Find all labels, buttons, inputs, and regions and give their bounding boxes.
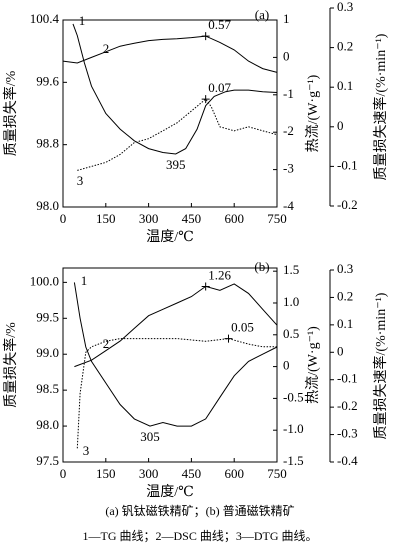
y2-tick-label: -0.5 [283,389,304,404]
peak-marker [224,334,233,343]
x-axis-label: 温度/℃ [146,484,194,500]
y-tick-label: 98.0 [36,198,59,213]
series-line [76,338,277,449]
y-axis-label: 质量损失率/% [2,322,19,408]
x-tick-label: 450 [182,211,202,226]
x-tick-label: 300 [139,211,159,226]
plot-frame [62,267,278,463]
series-label: 1 [79,13,86,28]
x-axis-label: 温度/℃ [146,229,194,245]
y2-tick-label: -1.5 [283,453,304,468]
annotation: 0.57 [208,17,231,32]
y2-tick-label: -3 [283,161,294,176]
series-line [74,283,278,368]
y3-tick-label: -0.1 [337,157,358,172]
series-label: 1 [81,273,88,288]
annotation: 0.07 [208,80,231,95]
x-tick-label: 750 [267,466,287,481]
series-line [72,23,278,155]
x-tick-label: 750 [267,211,287,226]
x-tick-label: 300 [139,466,159,481]
series-line [62,35,278,73]
y2-tick-label: 1 [283,11,290,26]
peak-marker [201,95,210,104]
y3-tick-label: 0.1 [337,78,353,93]
series-label: 2 [103,336,110,351]
y-axis-label: 质量损失率/% [2,70,19,156]
y3-tick-label: 0.3 [337,261,353,276]
plot-frame [62,19,278,208]
x-tick-label: 600 [224,211,244,226]
series-label: 2 [103,41,110,56]
y3-tick-label: -0.4 [337,453,358,468]
y-tick-label: 99.5 [36,309,59,324]
series-label: 3 [83,443,90,458]
y-tick-label: 99.0 [36,345,59,360]
peak-marker [201,282,210,291]
annotation: 305 [140,429,160,444]
series-line [77,98,278,171]
caption: 1—TG 曲线；2—DSC 曲线；3—DTG 曲线。 [82,529,317,543]
y-tick-label: 100.0 [30,273,59,288]
y3-tick-label: 0 [337,118,344,133]
x-tick-label: 0 [60,466,67,481]
y3-axis-label: 质量损失速率/(%·min⁻¹) [372,33,389,180]
y2-tick-label: -4 [283,198,294,213]
y-tick-label: 98.0 [36,417,59,432]
x-tick-label: 150 [96,211,116,226]
annotation: 1.26 [208,267,231,282]
y3-tick-label: 0.1 [337,316,353,331]
y3-tick-label: -0.3 [337,426,358,441]
y2-tick-label: -1 [283,86,294,101]
y2-axis-label: 热流/(W·g⁻¹) [305,326,321,404]
series-line [73,282,278,427]
y2-tick-label: 1.5 [283,262,299,277]
y2-tick-label: 0 [283,358,290,373]
x-tick-label: 600 [224,466,244,481]
y2-tick-label: -2 [283,123,294,138]
x-tick-label: 450 [182,466,202,481]
y2-tick-label: 0 [283,48,290,63]
y-tick-label: 97.5 [36,453,59,468]
series-label: 3 [77,173,84,188]
y-tick-label: 98.5 [36,381,59,396]
y3-tick-label: -0.2 [337,398,358,413]
panel-label: (b) [254,259,269,274]
peak-marker [201,32,210,41]
y3-tick-label: 0.3 [337,0,353,14]
y3-tick-label: 0 [337,343,344,358]
annotation: 0.05 [231,320,254,335]
y3-tick-label: 0.2 [337,288,353,303]
y-tick-label: 100.4 [30,11,60,26]
y2-axis-label: 热流/(W·g⁻¹) [305,74,321,152]
y2-tick-label: -1.0 [283,421,304,436]
y2-tick-label: 1.0 [283,294,299,309]
x-tick-label: 150 [96,466,116,481]
x-tick-label: 0 [60,211,67,226]
y3-tick-label: -0.2 [337,197,358,212]
y3-tick-label: 0.2 [337,39,353,54]
y3-axis-label: 质量损失速率/(%·min⁻¹) [372,292,389,439]
y2-tick-label: 0.5 [283,326,299,341]
caption: (a) 钒钛磁铁精矿；(b) 普通磁铁精矿 [105,503,294,518]
panel-label: (a) [255,7,269,22]
y3-tick-label: -0.1 [337,371,358,386]
annotation: 395 [166,157,186,172]
y-tick-label: 99.6 [36,73,59,88]
y-tick-label: 98.8 [36,136,59,151]
